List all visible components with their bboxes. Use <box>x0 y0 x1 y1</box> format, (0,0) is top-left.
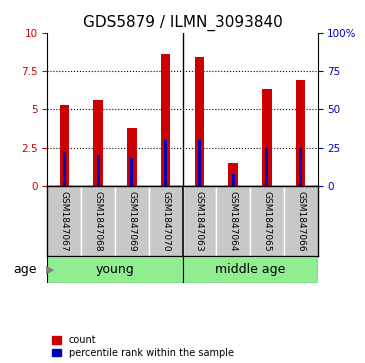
Bar <box>93 100 103 186</box>
FancyBboxPatch shape <box>115 186 149 256</box>
Bar <box>130 158 133 186</box>
Title: GDS5879 / ILMN_3093840: GDS5879 / ILMN_3093840 <box>82 15 283 31</box>
Text: GSM1847068: GSM1847068 <box>93 191 103 252</box>
Bar <box>59 105 69 186</box>
Text: GSM1847069: GSM1847069 <box>127 191 137 252</box>
Bar <box>97 155 100 186</box>
Text: GSM1847065: GSM1847065 <box>262 191 272 252</box>
Text: GSM1847063: GSM1847063 <box>195 191 204 252</box>
Text: age: age <box>13 263 36 276</box>
Bar <box>262 89 272 186</box>
FancyBboxPatch shape <box>216 186 250 256</box>
FancyBboxPatch shape <box>284 186 318 256</box>
Text: GSM1847070: GSM1847070 <box>161 191 170 252</box>
FancyBboxPatch shape <box>47 186 81 256</box>
Bar <box>296 80 306 186</box>
FancyBboxPatch shape <box>47 256 182 283</box>
Text: middle age: middle age <box>215 263 285 276</box>
Text: young: young <box>96 263 134 276</box>
FancyBboxPatch shape <box>81 186 115 256</box>
Bar <box>198 140 201 186</box>
Text: GSM1847066: GSM1847066 <box>296 191 305 252</box>
FancyBboxPatch shape <box>250 186 284 256</box>
FancyBboxPatch shape <box>149 186 182 256</box>
Bar <box>127 128 137 186</box>
FancyBboxPatch shape <box>182 256 318 283</box>
Bar <box>164 140 167 186</box>
Bar <box>161 54 170 186</box>
Text: GSM1847067: GSM1847067 <box>60 191 69 252</box>
Bar <box>228 163 238 186</box>
Text: GSM1847064: GSM1847064 <box>228 191 238 252</box>
Text: ▶: ▶ <box>46 265 54 274</box>
Bar <box>232 174 235 186</box>
Bar <box>299 147 302 186</box>
FancyBboxPatch shape <box>182 186 216 256</box>
Bar <box>195 57 204 186</box>
Legend: count, percentile rank within the sample: count, percentile rank within the sample <box>52 335 234 358</box>
Bar <box>63 152 66 186</box>
Bar <box>265 147 268 186</box>
